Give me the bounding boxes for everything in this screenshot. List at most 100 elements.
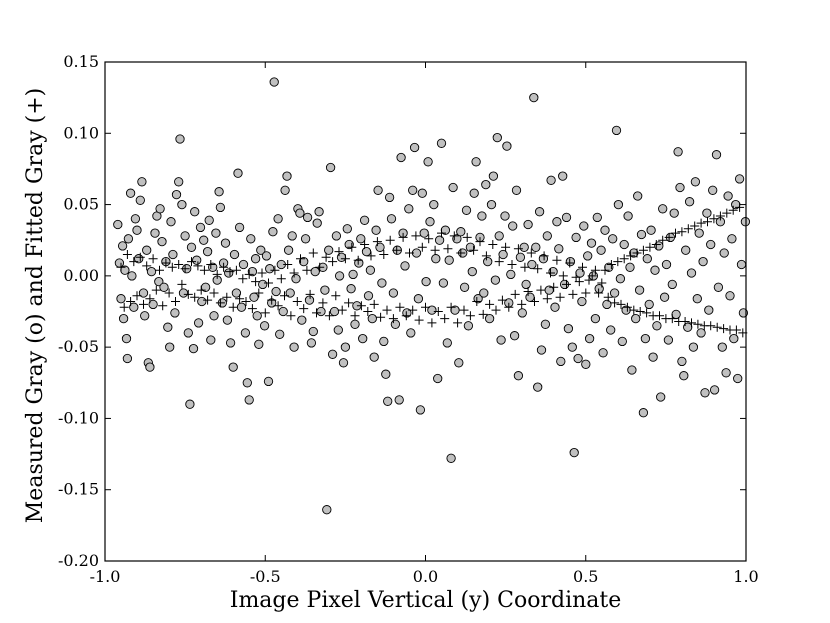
- measured-point: [132, 225, 142, 235]
- measured-point: [659, 292, 670, 302]
- measured-point: [461, 205, 472, 215]
- fitted-point: [222, 292, 232, 302]
- measured-point: [135, 195, 145, 205]
- measured-point: [327, 349, 338, 359]
- measured-point: [228, 362, 238, 372]
- fitted-point: [363, 307, 373, 316]
- measured-point: [598, 348, 608, 358]
- fitted-point: [655, 311, 664, 321]
- measured-point: [316, 306, 326, 317]
- fitted-point: [497, 295, 507, 305]
- measured-point: [623, 211, 633, 221]
- measured-point: [611, 125, 622, 136]
- fitted-point: [619, 254, 629, 264]
- y-tick-label: -0.20: [58, 551, 99, 570]
- measured-point: [329, 306, 340, 317]
- measured-point: [673, 147, 683, 157]
- measured-point: [379, 336, 389, 347]
- measured-point: [206, 335, 216, 345]
- fitted-point: [328, 257, 338, 267]
- measured-point: [567, 342, 577, 352]
- measured-point: [299, 256, 309, 267]
- measured-point: [558, 171, 568, 181]
- measured-point: [209, 311, 219, 321]
- measured-point: [259, 321, 270, 331]
- measured-point: [340, 342, 351, 352]
- measured-point: [419, 228, 429, 238]
- measured-point: [479, 288, 489, 298]
- measured-point: [723, 191, 733, 201]
- fitted-point: [203, 295, 213, 305]
- measured-point: [625, 262, 635, 272]
- measured-point: [456, 227, 466, 237]
- measured-point: [675, 182, 685, 193]
- measured-point: [280, 185, 290, 195]
- measured-point: [202, 246, 213, 257]
- measured-point: [711, 150, 722, 160]
- fitted-point: [171, 297, 180, 306]
- measured-point: [354, 258, 364, 268]
- measured-point: [488, 171, 499, 181]
- measured-point: [698, 256, 708, 267]
- measured-point: [331, 231, 342, 241]
- measured-point: [170, 308, 180, 318]
- measured-point: [727, 234, 737, 244]
- measured-point: [220, 238, 231, 248]
- fitted-point: [312, 308, 321, 318]
- fitted-point: [696, 218, 706, 228]
- fitted-point: [475, 237, 485, 247]
- fitted-point: [356, 301, 366, 311]
- measured-point: [396, 152, 406, 163]
- measured-point: [686, 268, 697, 278]
- measured-point: [310, 266, 320, 277]
- fitted-point: [494, 257, 504, 267]
- measured-point: [696, 328, 706, 338]
- measured-point: [490, 275, 501, 285]
- measured-point: [166, 217, 176, 227]
- fitted-point: [161, 258, 171, 268]
- fitted-point: [276, 274, 286, 284]
- measured-point: [333, 325, 343, 335]
- measured-point: [123, 234, 134, 244]
- measured-point: [304, 295, 315, 305]
- fitted-point: [533, 264, 543, 274]
- measured-point: [342, 224, 352, 234]
- measured-point: [425, 217, 435, 227]
- fitted-point: [257, 268, 267, 278]
- measured-point: [174, 177, 184, 187]
- fitted-point: [587, 271, 597, 281]
- fitted-point: [449, 231, 459, 241]
- y-axis-label: Measured Gray (o) and Fitted Gray (+): [23, 88, 48, 523]
- measured-point: [250, 254, 261, 264]
- measured-point: [413, 294, 424, 304]
- measured-point: [729, 333, 739, 344]
- fitted-point: [722, 208, 732, 218]
- measured-point: [600, 225, 610, 235]
- fitted-point: [632, 248, 642, 258]
- fitted-point: [491, 305, 501, 315]
- fitted-point: [318, 298, 328, 308]
- fitted-point: [350, 311, 360, 321]
- measured-point: [157, 236, 167, 247]
- measured-point: [268, 227, 278, 237]
- fitted-point: [305, 289, 315, 299]
- fitted-point: [437, 228, 446, 238]
- measured-point: [263, 376, 274, 387]
- measured-point: [459, 282, 470, 292]
- measured-point: [346, 284, 356, 294]
- measured-point: [148, 299, 158, 310]
- measured-point: [163, 322, 173, 332]
- measured-point: [246, 234, 256, 244]
- fitted-point: [443, 244, 453, 254]
- fitted-point: [616, 299, 626, 309]
- measured-point: [269, 77, 279, 87]
- measured-point: [142, 245, 152, 255]
- measured-point: [527, 259, 537, 270]
- fitted-point: [603, 292, 613, 302]
- measured-point: [663, 335, 674, 345]
- measured-point: [638, 408, 649, 418]
- fitted-point: [135, 252, 145, 262]
- measured-point: [531, 242, 541, 252]
- fitted-point: [382, 305, 392, 315]
- measured-point: [467, 266, 477, 277]
